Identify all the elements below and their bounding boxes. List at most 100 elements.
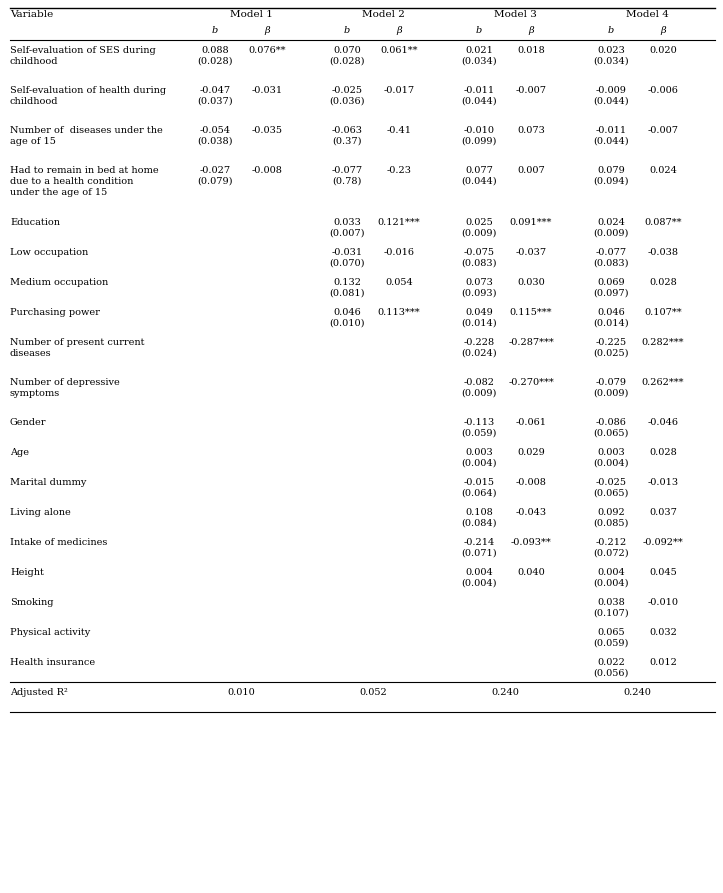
Text: -0.025: -0.025 — [332, 86, 362, 95]
Text: (0.072): (0.072) — [593, 549, 629, 558]
Text: 0.028: 0.028 — [649, 278, 677, 287]
Text: 0.024: 0.024 — [597, 218, 625, 227]
Text: (0.097): (0.097) — [594, 289, 629, 298]
Text: β: β — [264, 26, 270, 35]
Text: (0.085): (0.085) — [594, 519, 629, 528]
Text: -0.047: -0.047 — [200, 86, 231, 95]
Text: 0.046: 0.046 — [597, 308, 625, 317]
Text: (0.044): (0.044) — [593, 97, 629, 106]
Text: Physical activity: Physical activity — [10, 628, 90, 637]
Text: 0.061**: 0.061** — [380, 46, 418, 55]
Text: -0.092**: -0.092** — [643, 538, 683, 547]
Text: -0.025: -0.025 — [596, 478, 627, 487]
Text: (0.028): (0.028) — [197, 57, 233, 66]
Text: -0.008: -0.008 — [252, 166, 283, 175]
Text: -0.011: -0.011 — [463, 86, 495, 95]
Text: 0.091***: 0.091*** — [510, 218, 552, 227]
Text: 0.115***: 0.115*** — [510, 308, 552, 317]
Text: Medium occupation: Medium occupation — [10, 278, 108, 287]
Text: -0.113: -0.113 — [463, 418, 495, 427]
Text: (0.009): (0.009) — [461, 229, 497, 238]
Text: 0.022: 0.022 — [597, 658, 625, 667]
Text: Living alone: Living alone — [10, 508, 71, 517]
Text: 0.029: 0.029 — [517, 448, 545, 457]
Text: 0.065: 0.065 — [597, 628, 625, 637]
Text: Number of depressive: Number of depressive — [10, 378, 120, 387]
Text: 0.033: 0.033 — [333, 218, 361, 227]
Text: 0.073: 0.073 — [465, 278, 493, 287]
Text: -0.016: -0.016 — [383, 248, 414, 257]
Text: -0.043: -0.043 — [515, 508, 547, 517]
Text: (0.107): (0.107) — [593, 609, 629, 618]
Text: 0.132: 0.132 — [333, 278, 361, 287]
Text: -0.013: -0.013 — [647, 478, 679, 487]
Text: Intake of medicines: Intake of medicines — [10, 538, 108, 547]
Text: (0.009): (0.009) — [594, 229, 629, 238]
Text: Model 1: Model 1 — [230, 10, 273, 19]
Text: 0.021: 0.021 — [465, 46, 493, 55]
Text: -0.093**: -0.093** — [510, 538, 552, 547]
Text: (0.044): (0.044) — [461, 177, 497, 186]
Text: -0.079: -0.079 — [596, 378, 627, 387]
Text: (0.099): (0.099) — [461, 137, 497, 146]
Text: 0.240: 0.240 — [623, 688, 651, 697]
Text: Variable: Variable — [10, 10, 54, 19]
Text: (0.059): (0.059) — [594, 639, 629, 648]
Text: -0.007: -0.007 — [648, 126, 678, 135]
Text: 0.020: 0.020 — [649, 46, 677, 55]
Text: -0.086: -0.086 — [596, 418, 626, 427]
Text: 0.010: 0.010 — [227, 688, 255, 697]
Text: -0.010: -0.010 — [648, 598, 678, 607]
Text: (0.78): (0.78) — [333, 177, 362, 186]
Text: (0.059): (0.059) — [461, 429, 497, 438]
Text: (0.010): (0.010) — [329, 319, 364, 328]
Text: -0.054: -0.054 — [200, 126, 231, 135]
Text: (0.37): (0.37) — [333, 137, 362, 146]
Text: (0.024): (0.024) — [461, 349, 497, 358]
Text: (0.081): (0.081) — [329, 289, 364, 298]
Text: 0.088: 0.088 — [201, 46, 228, 55]
Text: 0.012: 0.012 — [649, 658, 677, 667]
Text: 0.004: 0.004 — [597, 568, 625, 577]
Text: 0.079: 0.079 — [597, 166, 625, 175]
Text: 0.070: 0.070 — [333, 46, 361, 55]
Text: 0.240: 0.240 — [491, 688, 519, 697]
Text: Self-evaluation of SES during: Self-evaluation of SES during — [10, 46, 155, 55]
Text: (0.004): (0.004) — [461, 579, 497, 588]
Text: Height: Height — [10, 568, 44, 577]
Text: (0.037): (0.037) — [197, 97, 233, 106]
Text: 0.007: 0.007 — [517, 166, 545, 175]
Text: 0.049: 0.049 — [465, 308, 493, 317]
Text: -0.077: -0.077 — [596, 248, 627, 257]
Text: 0.037: 0.037 — [649, 508, 677, 517]
Text: Self-evaluation of health during: Self-evaluation of health during — [10, 86, 166, 95]
Text: 0.107**: 0.107** — [644, 308, 682, 317]
Text: 0.040: 0.040 — [517, 568, 545, 577]
Text: -0.41: -0.41 — [387, 126, 411, 135]
Text: Model 2: Model 2 — [362, 10, 404, 19]
Text: 0.003: 0.003 — [465, 448, 493, 457]
Text: Health insurance: Health insurance — [10, 658, 95, 667]
Text: 0.077: 0.077 — [465, 166, 493, 175]
Text: (0.079): (0.079) — [197, 177, 233, 186]
Text: (0.014): (0.014) — [461, 319, 497, 328]
Text: -0.035: -0.035 — [252, 126, 283, 135]
Text: -0.082: -0.082 — [463, 378, 495, 387]
Text: 0.092: 0.092 — [597, 508, 625, 517]
Text: 0.038: 0.038 — [597, 598, 625, 607]
Text: -0.009: -0.009 — [596, 86, 626, 95]
Text: 0.087**: 0.087** — [644, 218, 682, 227]
Text: β: β — [660, 26, 666, 35]
Text: -0.077: -0.077 — [331, 166, 362, 175]
Text: (0.009): (0.009) — [461, 389, 497, 398]
Text: (0.064): (0.064) — [461, 489, 497, 498]
Text: (0.044): (0.044) — [461, 97, 497, 106]
Text: -0.287***: -0.287*** — [508, 338, 554, 347]
Text: b: b — [344, 26, 350, 35]
Text: 0.121***: 0.121*** — [377, 218, 420, 227]
Text: (0.070): (0.070) — [329, 259, 364, 268]
Text: (0.036): (0.036) — [329, 97, 364, 106]
Text: Low occupation: Low occupation — [10, 248, 88, 257]
Text: Gender: Gender — [10, 418, 46, 427]
Text: β: β — [396, 26, 402, 35]
